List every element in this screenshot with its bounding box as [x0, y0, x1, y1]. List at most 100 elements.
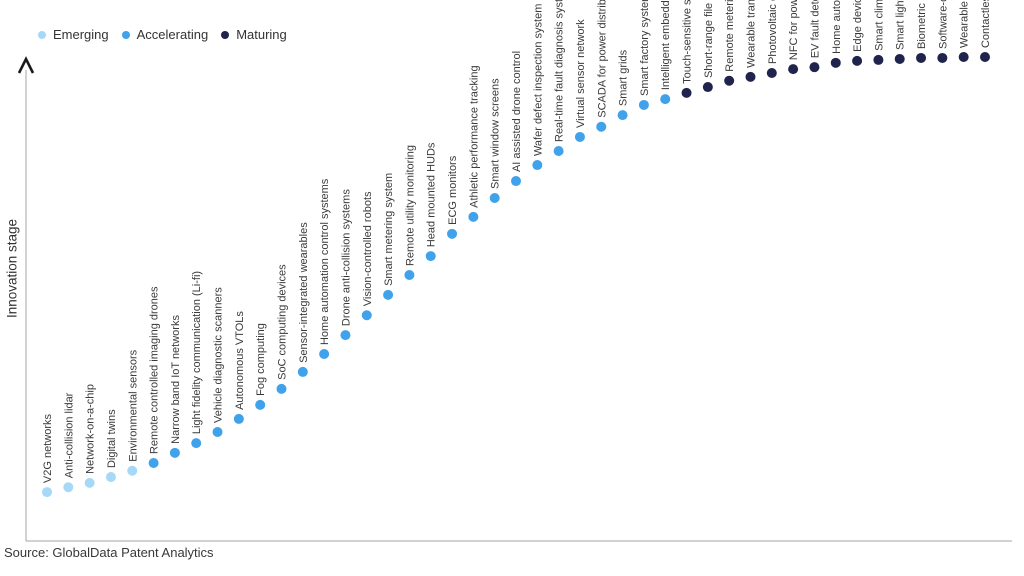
data-point-label: Digital twins [106, 409, 118, 468]
data-point [361, 310, 372, 321]
data-point [127, 465, 138, 476]
data-point-label: Sensor-integrated wearables [298, 222, 310, 363]
data-point [383, 289, 394, 300]
data-point [617, 110, 628, 121]
data-point-label: Narrow band IoT networks [170, 315, 182, 444]
data-point [788, 64, 799, 75]
data-point-label: EV fault detection systems [809, 0, 821, 58]
data-point [574, 131, 585, 142]
data-point [404, 270, 415, 281]
data-point-label: Vehicle diagnostic scanners [213, 287, 225, 423]
data-point [852, 55, 863, 66]
data-point [169, 447, 180, 458]
data-point [255, 399, 266, 410]
data-point-label: Smart lighting [895, 0, 907, 50]
data-point [447, 228, 458, 239]
legend: Emerging Accelerating Maturing [38, 27, 287, 42]
data-point-label: Head mounted HUDs [426, 142, 438, 247]
data-point [894, 53, 905, 64]
data-point-label: Autonomous VTOLs [234, 311, 246, 410]
data-point [297, 366, 308, 377]
data-point [148, 458, 159, 469]
legend-label: Emerging [53, 27, 109, 42]
data-point [42, 487, 52, 498]
data-point-label: Home automation control systems [319, 178, 331, 345]
data-point-label: Vision-controlled robots [362, 191, 374, 306]
data-point [489, 192, 500, 203]
data-point [596, 121, 607, 132]
data-point [212, 427, 223, 438]
data-point-label: Wearable physiological monitors [959, 0, 971, 48]
data-point [958, 52, 969, 62]
data-points-group: V2G networks Anti-collision lidar Network-… [42, 0, 992, 498]
data-point [916, 52, 927, 63]
data-point-label: NFC for power transfer [788, 0, 800, 60]
data-point [63, 482, 74, 493]
data-point [745, 71, 756, 82]
legend-dot-icon [38, 30, 46, 39]
legend-item-maturing: Maturing [221, 27, 287, 42]
data-point [276, 383, 287, 394]
data-point-label: Real-time fault diagnosis systems [554, 0, 566, 142]
data-point-label: Environmental sensors [127, 349, 139, 461]
data-point-label: Remote metering smart grids [724, 0, 736, 72]
data-point-label: SoC computing devices [276, 264, 288, 380]
data-point-label: Drone anti-collision systems [340, 189, 352, 326]
data-point [766, 67, 777, 78]
data-point-label: Smart window screens [490, 78, 502, 189]
data-point [319, 348, 330, 359]
data-point-label: Biometric recognition sensors [916, 0, 928, 49]
legend-item-emerging: Emerging [38, 27, 109, 42]
data-point-label: Smart metering system [383, 173, 395, 286]
data-point-label: Anti-collision lidar [63, 392, 75, 478]
data-point [979, 52, 990, 62]
data-point [468, 211, 479, 222]
data-point-label: V2G networks [42, 413, 54, 483]
legend-item-accelerating: Accelerating [121, 27, 209, 42]
data-point-label: Athletic performance tracking [468, 65, 480, 207]
data-point-label: Remote utility monitoring [404, 145, 416, 266]
data-point [809, 62, 820, 73]
data-point-label: Touch-sensitive switches [682, 0, 694, 84]
data-point [830, 57, 841, 68]
data-point-label: Remote controlled imaging drones [149, 286, 161, 454]
data-point-label: AI assisted drone control [511, 51, 523, 172]
data-point-label: Home automation network security [831, 0, 843, 54]
data-point-label: Virtual sensor network [575, 19, 587, 128]
data-point-label: Photovoltaic drones [767, 0, 779, 64]
data-point [233, 413, 244, 424]
data-point-label: Fog computing [255, 323, 267, 396]
legend-label: Accelerating [136, 27, 209, 42]
data-point-label: SCADA for power distribution [596, 0, 608, 118]
data-point-label: Smart factory systems [639, 0, 651, 96]
data-point [638, 99, 649, 110]
data-point [724, 75, 735, 86]
data-point [191, 438, 202, 449]
data-point [105, 472, 116, 483]
data-point-label: Smart grids [618, 49, 630, 106]
legend-dot-icon [121, 30, 130, 39]
legend-label: Maturing [236, 27, 287, 42]
data-point [425, 251, 436, 262]
y-axis-arrow-icon [17, 56, 35, 74]
data-point-label: Smart climate control systems [873, 0, 885, 51]
data-point [532, 160, 543, 171]
data-point [873, 54, 884, 65]
source-attribution: Source: GlobalData Patent Analytics [4, 545, 214, 560]
data-point [340, 330, 351, 341]
legend-dot-icon [221, 30, 230, 39]
data-point [660, 94, 671, 105]
data-point-label: Contactless verification [980, 0, 992, 48]
data-point-label: Wearable transceivers [745, 0, 757, 68]
data-point-label: ECG monitors [447, 155, 459, 225]
data-point-label: Intelligent embedded systems [660, 0, 672, 90]
data-point [702, 82, 713, 93]
data-point-label: Software-defined wide area network (WAN) [937, 0, 949, 49]
data-point [937, 52, 948, 63]
data-point-label: Light fidelity communication (Li-fi) [191, 271, 203, 434]
data-point-label: Network-on-a-chip [85, 384, 97, 474]
data-point-label: Wafer defect inspection system [532, 4, 544, 156]
data-point [510, 176, 521, 187]
